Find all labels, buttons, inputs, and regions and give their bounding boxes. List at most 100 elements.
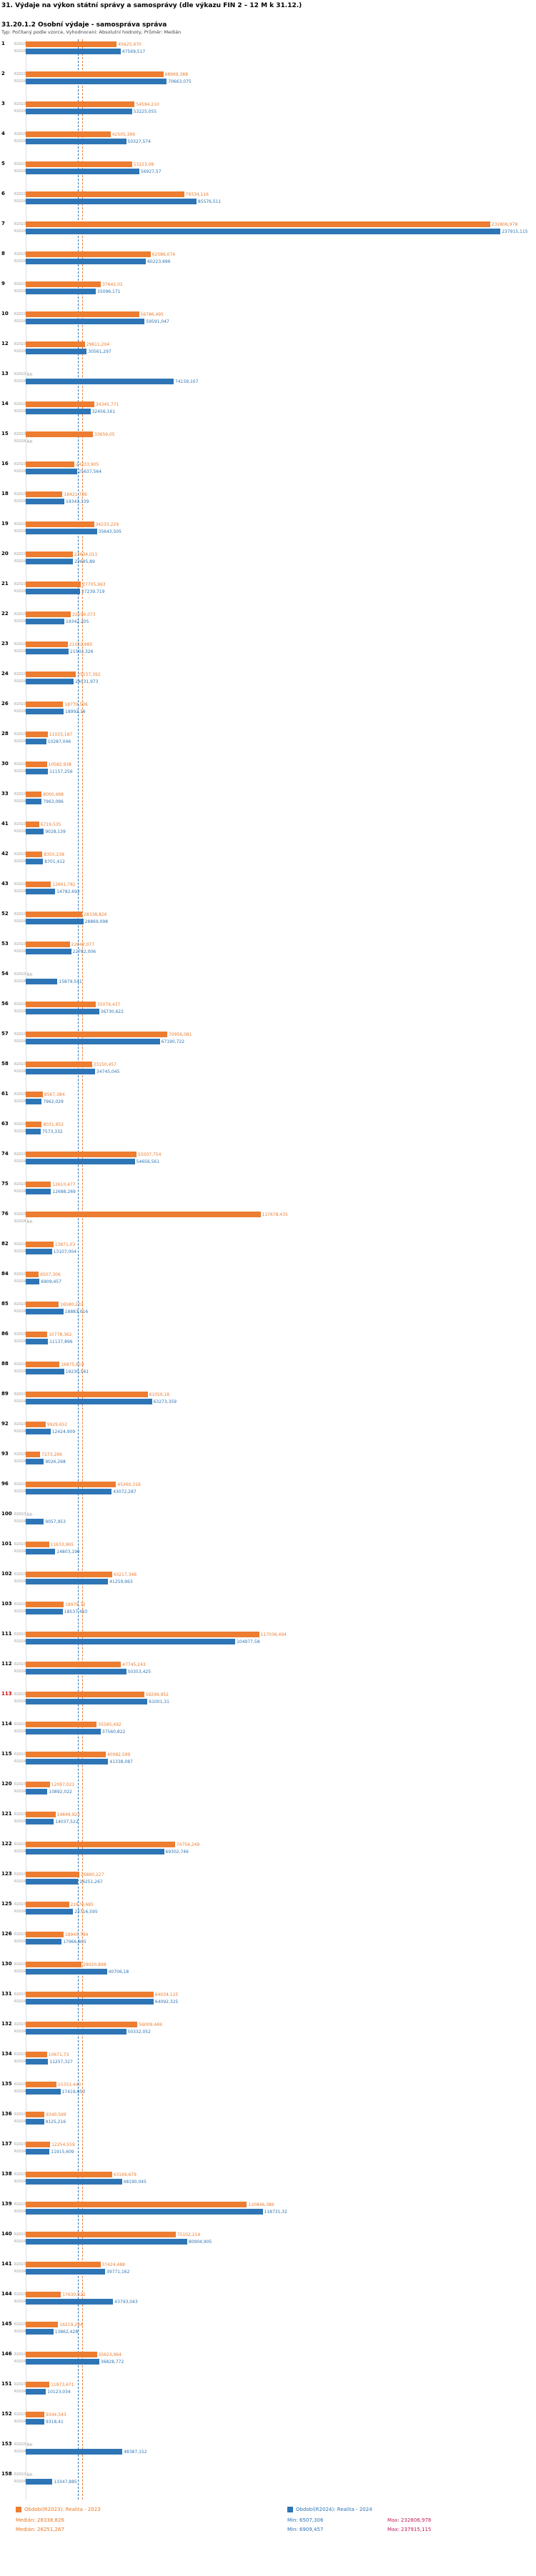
- bar-value-label: 27705,963: [82, 581, 106, 587]
- bar-line-r2023: R2023 70956,081: [14, 1031, 536, 1038]
- row-number: 122: [1, 1841, 12, 1847]
- series-label: R2023: [14, 342, 26, 346]
- bar-value-label: 59299,952: [145, 1692, 169, 1697]
- bar-r2023: [26, 1962, 82, 1967]
- bar-r2023: [26, 611, 71, 617]
- chart-row: 137 R2023 12254,559 R2024 11915,609: [0, 2140, 536, 2170]
- stat-min-r2023: Min: 6507,306: [287, 2517, 324, 2523]
- bar-r2024: [26, 1909, 74, 1914]
- series-label: R2024: [14, 169, 26, 174]
- chart-row: 151 R2023 11873,671 R2024 10123,034: [0, 2380, 536, 2410]
- chart-row: 114 R2023 35585,492 R2024 37560,822: [0, 1719, 536, 1749]
- chart-row: 28 R2023 11033,187 R2024 10287,046: [0, 729, 536, 759]
- chart-row: 74 R2023 55507,754 R2024 54656,561: [0, 1149, 536, 1179]
- bar-r2024: [26, 199, 197, 204]
- bar-r2024: [26, 1069, 95, 1074]
- bar-line-r2023: R2023 53223,08: [14, 161, 536, 168]
- bar-value-label: 24333,905: [75, 461, 99, 467]
- chart-row: 125 R2023 21670,685 R2024 23716,595: [0, 1899, 536, 1929]
- bar-r2023: [26, 1902, 69, 1907]
- bar-line-r2023: R2023 43217,348: [14, 1571, 536, 1578]
- bar-r2023: [26, 792, 42, 797]
- row-number: 56: [1, 1001, 9, 1007]
- bar-r2023: [26, 1572, 112, 1577]
- bar-r2024: [26, 1369, 64, 1374]
- bar-r2024: [26, 1849, 164, 1854]
- series-label: R2024: [14, 379, 26, 384]
- series-label: R2024: [14, 409, 26, 414]
- bar-line-r2023: R2023 232806,978: [14, 221, 536, 228]
- bar-value-label: 22782,006: [72, 949, 96, 954]
- bar-line-r2023: R2023 37424,488: [14, 2261, 536, 2268]
- bar-r2024: [26, 2059, 49, 2065]
- bar-value-label: kn: [27, 1219, 33, 1224]
- bar-r2024: [26, 709, 64, 714]
- bar-r2023: [26, 702, 64, 707]
- series-label: R2024: [14, 469, 26, 474]
- bar-line-r2024: R2024 63273,359: [14, 1398, 536, 1405]
- chart-subtitle: 31.20.1.2 Osobní výdaje - samospráva spr…: [1, 21, 167, 29]
- series-label: R2023: [14, 1662, 26, 1667]
- bar-r2024: [26, 2479, 53, 2485]
- bar-line-r2024: R2024 36730,622: [14, 1008, 536, 1015]
- bar-value-label: 61059,18: [149, 1392, 170, 1397]
- bar-line-r2024: R2024 34745,045: [14, 1068, 536, 1075]
- series-label: R2023: [14, 1572, 26, 1577]
- bar-line-r2023: R2023 62586,074: [14, 251, 536, 258]
- bar-r2023: [26, 551, 73, 557]
- series-label: R2024: [14, 289, 26, 294]
- series-label: R2024: [14, 649, 26, 654]
- bar-value-label: 18992,16: [65, 709, 86, 714]
- series-label: R2024: [14, 1940, 26, 1944]
- bar-value-label: 9057,953: [45, 1519, 66, 1524]
- series-label: R2023: [14, 1902, 26, 1907]
- bar-value-label: 13107,004: [53, 1249, 77, 1254]
- chart-row: 21 R2023 27705,963 R2024 27239,719: [0, 579, 536, 609]
- bar-value-label: 28869,098: [84, 919, 109, 924]
- series-label: R2023: [14, 2442, 26, 2447]
- series-label: R2024: [14, 1970, 26, 1974]
- bar-value-label: 56927,57: [140, 169, 162, 174]
- chart-row: 18 R2023 18421,736 R2024 19343,339: [0, 489, 536, 519]
- series-label: R2023: [14, 1032, 26, 1037]
- bar-value-label: 47745,243: [122, 1662, 146, 1667]
- bar-line-r2024: R2024 13347,885: [14, 2478, 536, 2485]
- bar-line-r2023: R2023 9344,543: [14, 2411, 536, 2418]
- bar-line-r2024: R2024 19343,339: [14, 498, 536, 505]
- bar-value-label: 41259,963: [109, 1579, 133, 1584]
- bar-line-r2024: R2024 27239,719: [14, 588, 536, 595]
- bar-line-r2024: R2024 104977,58: [14, 1638, 536, 1645]
- bar-line-r2023: R2023 61059,18: [14, 1391, 536, 1398]
- series-label: R2024: [14, 2240, 26, 2244]
- series-label: R2024: [14, 1639, 26, 1644]
- legend-swatch-r2024: [287, 2507, 293, 2512]
- row-number: 2: [1, 71, 5, 76]
- chart-row: 24 R2023 25157,392 R2024 24031,973: [0, 669, 536, 699]
- series-label: R2024: [14, 2450, 26, 2454]
- series-label: R2024: [14, 1189, 26, 1194]
- row-number: 145: [1, 2321, 12, 2327]
- series-label: R2024: [14, 619, 26, 624]
- bar-value-label: 12424,909: [51, 1429, 76, 1434]
- bar-line-r2023: R2023 23634,011: [14, 551, 536, 558]
- chart-row: 93 R2023 7273,296 R2024 9026,268: [0, 1449, 536, 1479]
- bar-line-r2023: R2023 26860,227: [14, 1871, 536, 1878]
- series-label: R2023: [14, 942, 26, 947]
- row-number: 57: [1, 1031, 9, 1037]
- row-number: 12: [1, 341, 9, 346]
- series-label: R2023: [14, 1482, 26, 1487]
- bar-r2023: [26, 641, 68, 647]
- bar-r2023: [26, 1392, 148, 1397]
- bar-value-label: 8000,498: [43, 792, 64, 797]
- bar-line-r2023: R2023 10582,938: [14, 761, 536, 768]
- series-label: R2024: [14, 1429, 26, 1434]
- chart-row: 54 R2023 kn R2024 15879,541: [0, 969, 536, 999]
- bar-value-label: 16580,233: [60, 1302, 84, 1307]
- bar-value-label: 35585,492: [98, 1722, 121, 1727]
- bar-r2023: [26, 2262, 101, 2267]
- bar-line-r2023: R2023 8031,952: [14, 1121, 536, 1128]
- series-label: R2023: [14, 1152, 26, 1157]
- bar-r2024: [26, 2089, 61, 2095]
- bar-line-r2024: R2024 9026,268: [14, 1458, 536, 1465]
- bar-r2024: [26, 1189, 51, 1194]
